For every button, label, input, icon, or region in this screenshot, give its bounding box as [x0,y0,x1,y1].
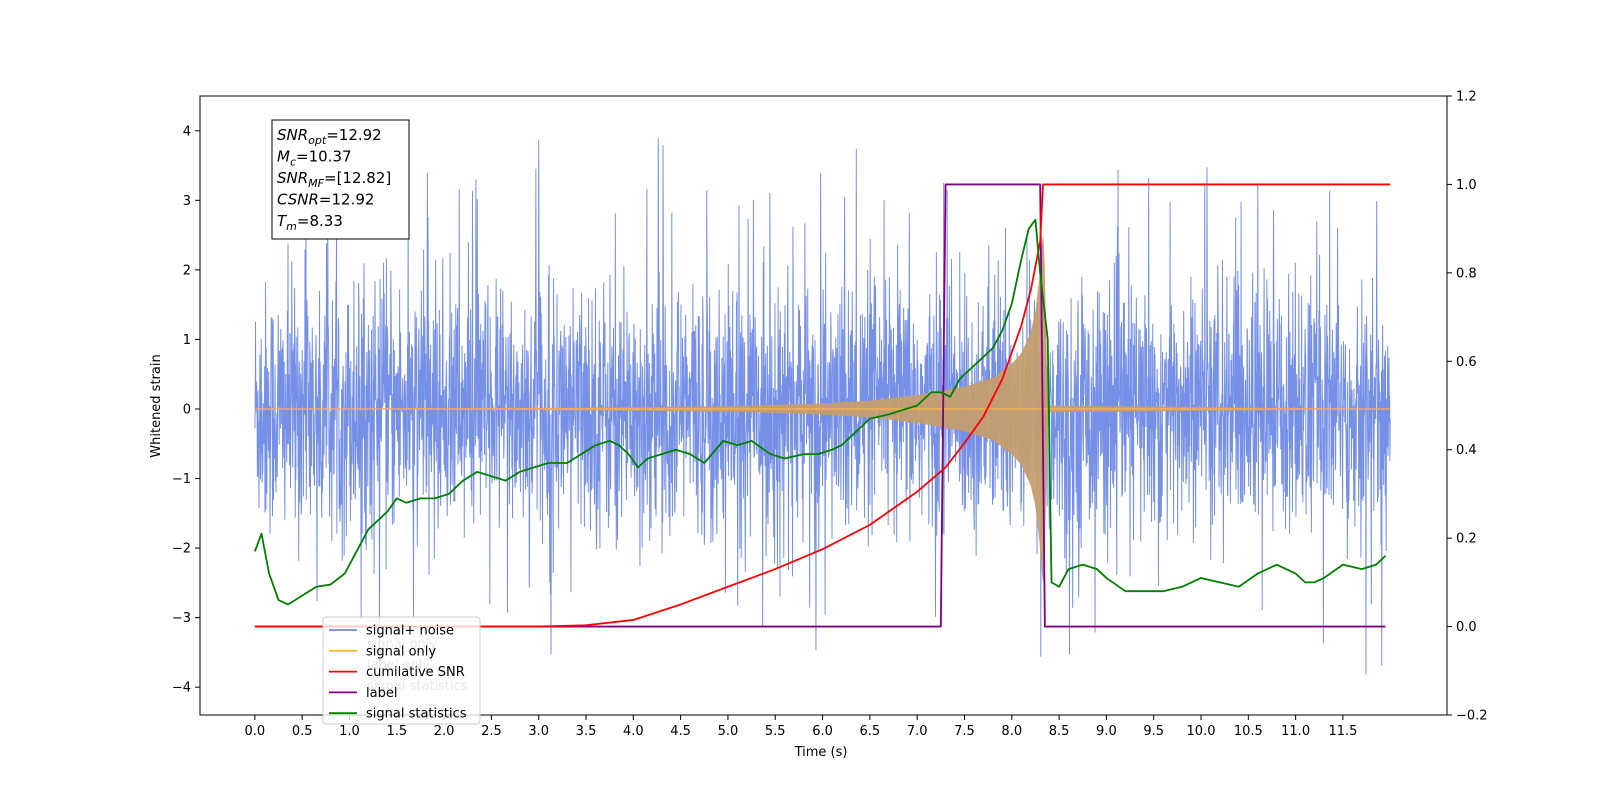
y-right-tick-label: −0.2 [1456,709,1488,724]
y-left-tick-label: 3 [183,194,191,209]
x-tick-label: 10.5 [1234,724,1263,739]
x-tick-label: 6.5 [860,724,881,739]
x-tick-label: 3.5 [576,724,597,739]
axes-frame [199,95,1448,716]
y-axis-left-ticks: −4 −3 −2 −1 0 1 2 3 4 [172,124,200,696]
x-tick-label: 11.0 [1281,724,1310,739]
info-line: SNRopt=12.92 [277,126,382,147]
y-right-tick-label: 1.2 [1456,90,1477,105]
series-cumulative-snr-line [254,183,1391,628]
x-tick-label: 5.0 [718,724,739,739]
x-tick-label: 9.0 [1096,724,1117,739]
series-label-line [254,183,1386,628]
x-tick-label: 0.5 [292,724,313,739]
info-line: Mc=10.37 [277,148,352,169]
x-tick-label: 2.5 [481,724,502,739]
y-left-tick-label: 0 [183,402,191,417]
series-signal-noise-line [254,138,1391,675]
legend-entry-label: label [366,686,397,701]
x-tick-label: 0.0 [245,724,266,739]
x-tick-label: 8.0 [1001,724,1022,739]
y-left-tick-label: −4 [172,681,191,696]
y-axis-left-label: Whitened strain [149,354,164,457]
x-tick-label: 1.0 [339,724,360,739]
y-right-tick-label: 0.4 [1456,443,1477,458]
x-tick-label: 10.0 [1187,724,1216,739]
y-right-tick-label: 0.0 [1456,620,1477,635]
x-tick-label: 9.5 [1143,724,1164,739]
y-right-tick-label: 0.6 [1456,355,1477,370]
x-tick-label: 4.0 [623,724,644,739]
info-line: SNRMF=[12.82] [277,169,391,190]
x-tick-label: 6.0 [812,724,833,739]
x-tick-label: 8.5 [1049,724,1070,739]
y-left-tick-label: 2 [183,263,191,278]
legend-entry-label: signal+ noise [366,624,454,639]
x-tick-label: 11.5 [1328,724,1357,739]
x-axis-label: Time (s) [794,745,848,760]
legend-entry-label: signal only [366,644,436,659]
y-right-tick-label: 0.2 [1456,532,1477,547]
x-tick-label: 3.0 [528,724,549,739]
info-annotation-box: SNRopt=12.92Mc=10.37SNRMF=[12.82]CSNR=12… [271,119,410,240]
info-box-frame [271,119,410,240]
info-line: Tm=8.33 [277,212,343,233]
x-axis-ticks: 0.0 0.5 1.0 1.5 2.0 2.5 3.0 3.5 4.0 4.5 5.0 5.5 6.0 6… [245,715,1357,739]
x-tick-label: 7.0 [907,724,928,739]
y-axis-right-ticks: −0.2 0.0 0.2 0.4 0.6 0.8 1.0 1.2 [1447,90,1488,724]
plot-area [254,138,1391,675]
y-left-tick-label: −2 [172,542,191,557]
y-right-tick-label: 1.0 [1456,178,1477,193]
legend-frame [322,616,481,725]
legend-entry-label: signal statistics [366,707,467,722]
legend-entry-label: cumilative SNR [366,665,465,680]
y-left-tick-label: −1 [172,472,191,487]
y-right-tick-label: 0.8 [1456,266,1477,281]
y-left-tick-label: −3 [172,611,191,626]
y-left-tick-label: 4 [183,124,191,139]
x-tick-label: 4.5 [670,724,691,739]
x-tick-label: 1.5 [386,724,407,739]
series-signal-statistics-line [254,218,1387,606]
x-tick-label: 2.0 [434,724,455,739]
x-tick-label: 7.5 [954,724,975,739]
x-tick-label: 5.5 [765,724,786,739]
y-left-tick-label: 1 [183,333,191,348]
info-line: CSNR=12.92 [277,191,374,209]
legend: signal onlylabel onlysignal statisticssi… [322,616,481,725]
